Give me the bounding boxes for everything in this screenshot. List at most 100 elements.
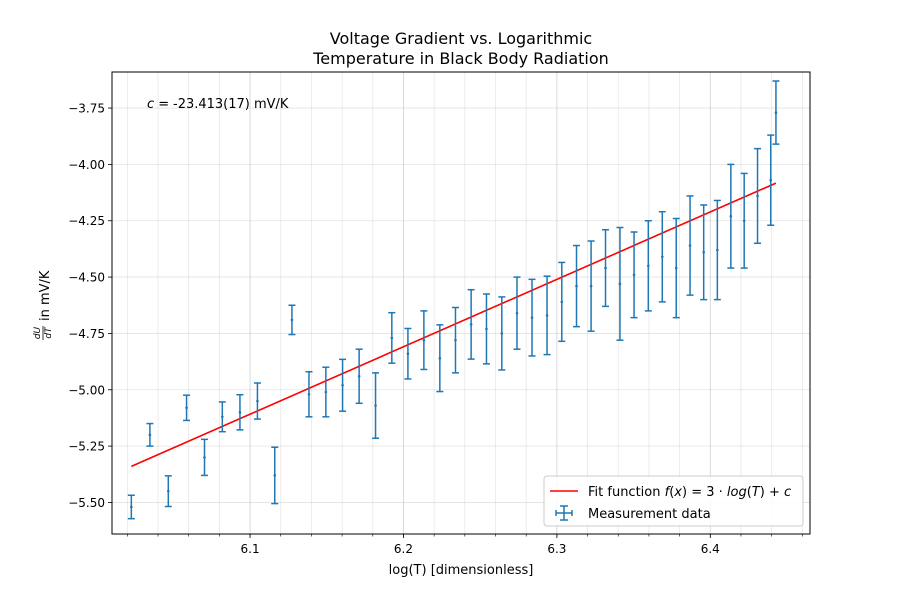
legend: Fit function f(x) = 3 · log(T) + c Measu… [543, 475, 804, 527]
data-marker [357, 374, 361, 378]
data-marker [702, 250, 705, 254]
annotation-c-value: c = -23.413(17) mV/K [147, 97, 289, 112]
data-marker [374, 404, 377, 407]
legend-fit-label-text: Fit function [588, 485, 660, 500]
y-axis-label-fraction: dU dT [33, 326, 54, 340]
grid-lines [112, 72, 810, 534]
data-point [558, 261, 566, 343]
legend-fit-formula: f(x) = 3 · log(T) + c [660, 485, 791, 500]
data-marker [560, 300, 564, 304]
data-point [218, 401, 226, 433]
data-point [498, 296, 506, 371]
data-point [305, 370, 313, 418]
y-tick-label: −5.50 [68, 496, 105, 510]
y-axis-label: dU dT in mV/K [33, 270, 54, 340]
data-marker [716, 248, 719, 252]
data-marker [273, 474, 277, 477]
data-marker [438, 356, 442, 360]
y-tick-label: −5.25 [68, 440, 105, 454]
x-tick-label: 6.1 [241, 542, 260, 556]
data-marker [256, 399, 259, 403]
data-marker [307, 392, 311, 396]
data-point [388, 311, 396, 364]
data-point [467, 288, 475, 360]
data-marker [469, 323, 473, 326]
y-label-dT: dT [44, 326, 54, 339]
data-point [754, 147, 762, 245]
legend-fit-label: Fit function f(x) = 3 · log(T) + c [588, 485, 791, 500]
chart-title-line2: Temperature in Black Body Radiation [312, 49, 609, 68]
x-tick-label: 6.4 [701, 542, 720, 556]
y-label-dU: dU [33, 326, 43, 339]
data-point [644, 219, 652, 312]
data-marker [589, 284, 593, 288]
y-label-unit: in mV/K [38, 270, 53, 321]
data-marker [660, 255, 664, 259]
annotation-c-symbol: c = [147, 97, 169, 112]
data-point [630, 231, 638, 319]
data-point [513, 276, 521, 350]
data-point [322, 366, 330, 418]
data-marker [148, 433, 152, 437]
data-point [727, 163, 735, 269]
data-marker [647, 264, 650, 268]
legend-data-label: Measurement data [588, 507, 711, 522]
data-marker [632, 273, 636, 277]
fit-line [131, 182, 777, 468]
y-axis-ticks: −5.50 −5.25 −5.00 −4.75 −4.50 −4.25 −4.00 −3.75 [68, 102, 112, 510]
data-point [355, 348, 363, 405]
data-marker [290, 318, 294, 322]
measurement-data-group [127, 80, 780, 520]
x-tick-label: 6.2 [394, 542, 413, 556]
data-point [404, 327, 412, 380]
data-point [587, 240, 595, 332]
y-tick-label: −4.75 [68, 327, 105, 341]
data-marker [485, 327, 488, 331]
y-tick-label: −5.00 [68, 383, 105, 397]
data-marker [238, 411, 242, 414]
data-point [127, 494, 135, 520]
data-point [740, 172, 748, 269]
data-point [451, 306, 459, 374]
legend-box [543, 475, 804, 527]
data-marker [756, 194, 759, 198]
data-point [420, 310, 428, 371]
data-marker [406, 352, 410, 356]
data-marker [674, 266, 678, 270]
data-marker [341, 383, 344, 387]
annotation-c-text: -23.413(17) mV/K [173, 97, 289, 112]
data-point [339, 358, 347, 412]
data-marker [167, 489, 170, 493]
data-marker [604, 266, 607, 270]
data-marker [454, 338, 457, 342]
data-point [436, 324, 444, 393]
plot-area-frame [111, 71, 811, 535]
data-marker [203, 456, 206, 459]
data-marker [769, 178, 773, 182]
data-marker [390, 336, 394, 340]
data-point [672, 217, 680, 319]
data-point [271, 446, 279, 505]
data-point [146, 422, 154, 447]
data-point [713, 199, 721, 301]
data-marker [618, 282, 622, 286]
data-point [686, 195, 694, 296]
x-axis-ticks: 6.1 6.2 6.3 6.4 [127, 534, 803, 556]
data-marker [324, 390, 328, 394]
data-marker [500, 332, 504, 335]
data-marker [545, 314, 549, 317]
data-point [253, 382, 261, 420]
y-tick-label: −3.75 [68, 102, 105, 116]
data-point [772, 80, 780, 145]
data-point [183, 394, 191, 422]
data-marker [530, 316, 534, 319]
chart-title-line1: Voltage Gradient vs. Logarithmic [330, 29, 592, 48]
data-point [658, 210, 666, 303]
data-point [201, 438, 209, 477]
data-marker [130, 505, 133, 509]
data-point [528, 278, 536, 357]
legend-data-swatch [555, 505, 573, 521]
data-point [543, 275, 551, 356]
data-point [700, 204, 708, 301]
